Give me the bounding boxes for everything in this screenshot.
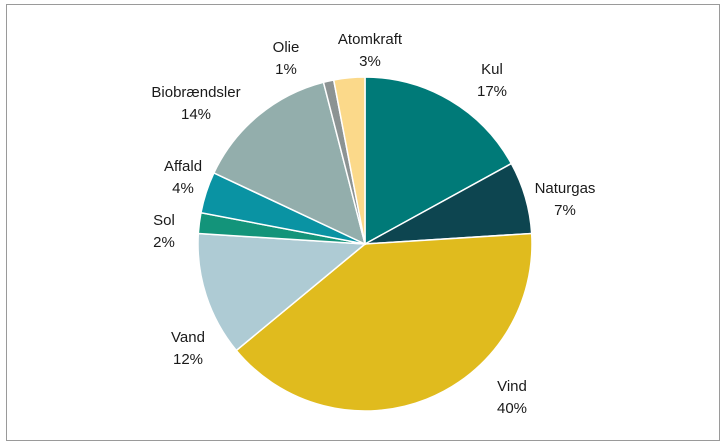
slice-name: Vind [497,378,527,395]
slice-name: Biobrændsler [151,84,240,101]
slice-label-sol: Sol 2% [153,212,175,251]
slice-name: Vand [171,329,205,346]
slice-label-affald: Affald 4% [164,158,202,197]
slice-label-olie: Olie 1% [273,39,300,78]
slice-label-vind: Vind 40% [497,378,527,417]
slice-percent: 17% [477,83,507,100]
slice-percent: 12% [173,351,203,368]
slice-percent: 1% [275,61,297,78]
slice-percent: 3% [359,53,381,70]
pie-slice-vind [235,232,533,412]
slice-percent: 14% [181,106,211,123]
slice-name: Atomkraft [338,31,403,48]
slice-name: Naturgas [535,180,596,197]
pie-slice-kul [364,76,513,246]
slice-label-biobrændsler: Biobrændsler 14% [151,84,240,123]
slice-name: Olie [273,39,300,56]
slice-name: Sol [153,212,175,229]
slice-percent: 7% [554,202,576,219]
slice-name: Kul [481,61,503,78]
pie-slice-vand [197,232,367,352]
slice-label-vand: Vand 12% [171,329,205,368]
pie-slice-atomkraft [332,76,366,245]
slice-percent: 40% [497,400,527,417]
slice-label-kul: Kul 17% [477,61,507,100]
slice-label-atomkraft: Atomkraft 3% [338,31,403,70]
pie-slice-biobrændsler [212,81,367,246]
slice-percent: 2% [153,234,175,251]
slice-percent: 4% [172,180,194,197]
slice-label-naturgas: Naturgas 7% [535,180,596,219]
slice-name: Affald [164,158,202,175]
